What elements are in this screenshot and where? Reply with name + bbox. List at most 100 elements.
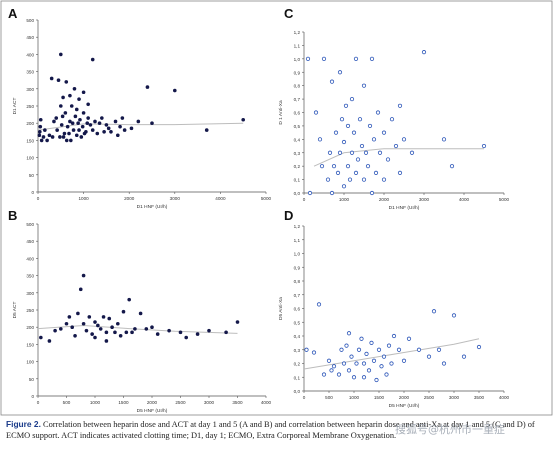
data-point: [389, 117, 395, 122]
x-tick-label: 5000: [261, 196, 272, 201]
data-point: [65, 124, 70, 129]
y-tick-label: 0,6: [294, 307, 301, 312]
data-point: [113, 119, 118, 124]
x-tick-label: 1000: [339, 197, 350, 202]
data-point: [451, 313, 457, 318]
y-tick-label: 0,0: [294, 191, 301, 196]
data-point: [336, 372, 342, 377]
data-point: [353, 56, 359, 61]
data-point: [133, 327, 137, 331]
data-point: [121, 309, 126, 314]
data-point: [389, 361, 394, 366]
x-tick-label: 3000: [419, 197, 430, 202]
data-point: [316, 302, 322, 307]
y-tick-label: 350: [26, 70, 34, 75]
data-point: [373, 170, 379, 175]
y-tick-label: 0,3: [294, 348, 301, 353]
data-point: [356, 347, 362, 352]
x-tick-label: 2000: [379, 197, 390, 202]
data-point: [346, 331, 352, 336]
data-point: [326, 358, 332, 363]
data-point: [355, 157, 361, 162]
data-point: [144, 327, 149, 331]
data-point: [386, 343, 392, 348]
panel-letter: A: [8, 6, 18, 21]
y-tick-label: 150: [26, 138, 34, 143]
figure-caption: Figure 2. Correlation between heparin do…: [6, 419, 546, 441]
y-axis-label: D5 ACT: [12, 302, 18, 319]
data-point: [93, 335, 97, 340]
data-point: [366, 368, 372, 373]
x-tick-label: 4000: [499, 395, 510, 400]
data-point: [85, 121, 90, 125]
data-point: [96, 323, 100, 328]
x-axis-label: D5 HNF (UI/h): [389, 403, 420, 409]
y-tick-label: 0,6: [294, 111, 301, 116]
panel-B: B 0 50 100 150 200 250 300 350 400 450 500 0 500 1000 1…: [8, 208, 272, 414]
x-tick-label: 0: [303, 395, 306, 400]
data-point: [59, 123, 64, 127]
x-tick-label: 2500: [424, 395, 435, 400]
data-point: [329, 79, 335, 84]
data-point: [120, 116, 125, 120]
data-point: [145, 85, 150, 89]
data-point: [331, 164, 337, 169]
data-point: [97, 121, 102, 125]
data-point: [98, 327, 103, 331]
data-point: [409, 150, 415, 155]
data-point: [104, 330, 109, 335]
data-point: [67, 131, 71, 136]
y-tick-label: 450: [26, 35, 34, 40]
panel-letter: D: [284, 208, 293, 223]
data-point: [304, 347, 309, 352]
data-point: [124, 330, 129, 335]
data-point: [178, 330, 183, 335]
y-tick-label: 0,7: [294, 97, 301, 102]
y-tick-label: 400: [26, 52, 34, 57]
data-point: [406, 336, 412, 341]
panel-letter: B: [8, 208, 17, 223]
data-point: [43, 128, 47, 132]
data-point: [349, 354, 354, 359]
data-point: [321, 56, 327, 61]
data-point: [104, 123, 109, 127]
data-point: [384, 372, 389, 377]
data-point: [84, 328, 89, 333]
data-point: [363, 150, 369, 155]
x-tick-label: 0: [303, 197, 306, 202]
data-point: [344, 343, 349, 348]
data-point: [84, 130, 88, 134]
trend-line: [303, 338, 480, 370]
data-point: [397, 103, 403, 108]
data-point: [77, 97, 81, 101]
data-point: [347, 177, 353, 182]
y-axis-label: D 1 Anti-Xa: [278, 100, 284, 125]
data-point: [150, 121, 154, 125]
data-point: [69, 104, 74, 108]
x-tick-label: 0: [37, 196, 40, 201]
data-point: [385, 157, 391, 162]
data-point: [38, 124, 43, 129]
data-point: [341, 139, 347, 145]
data-point: [441, 137, 447, 142]
data-point: [381, 354, 387, 359]
data-point: [224, 330, 228, 335]
data-point: [376, 347, 382, 352]
data-point: [426, 354, 432, 359]
data-point: [102, 130, 106, 134]
data-point: [371, 137, 377, 142]
data-point: [54, 116, 59, 120]
data-point: [461, 354, 467, 359]
data-point: [307, 190, 313, 196]
data-point: [59, 104, 63, 108]
data-point: [357, 117, 363, 122]
data-point: [345, 164, 351, 169]
data-point: [476, 344, 482, 350]
data-point: [81, 273, 86, 278]
data-point: [369, 56, 375, 61]
y-tick-label: 500: [26, 18, 34, 23]
data-point: [361, 361, 367, 366]
data-point: [313, 110, 319, 115]
data-point: [116, 321, 120, 326]
data-point: [321, 372, 327, 377]
